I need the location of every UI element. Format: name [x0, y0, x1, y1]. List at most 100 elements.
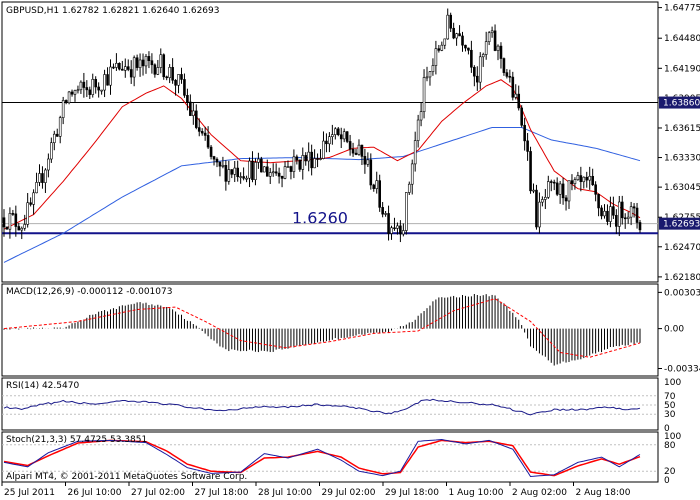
candle-body [549, 181, 553, 183]
candle-body [97, 86, 100, 91]
candle-body [615, 214, 618, 227]
candle-body [564, 197, 568, 202]
candle-body [407, 183, 411, 193]
candle-body [582, 176, 586, 183]
candle-body [260, 158, 263, 173]
candle-body [620, 201, 624, 219]
rsi-pane-frame [1, 377, 659, 431]
candle-body [221, 165, 225, 167]
candle-body [579, 175, 583, 183]
candle-body [413, 140, 417, 165]
price-y-tick-label: 1.63615 [664, 124, 700, 134]
x-axis-tick-label: 2 Aug 02:00 [512, 488, 567, 498]
x-axis-tick-label: 25 Jul 2011 [4, 488, 55, 498]
candle-body [446, 14, 450, 40]
candle-body [186, 95, 189, 103]
candle-body [517, 93, 521, 109]
candle-body [2, 217, 6, 228]
candle-body [573, 179, 577, 184]
fast-moving-average-line [3, 79, 641, 230]
candle-body [64, 100, 68, 104]
candle-body [434, 48, 438, 66]
candle-body [11, 213, 15, 215]
candle-body [215, 158, 219, 163]
candle-body [499, 45, 503, 59]
candle-body [248, 160, 251, 179]
candle-body [422, 77, 426, 113]
candle-body [227, 169, 231, 182]
candle-body [123, 66, 127, 71]
candle-body [115, 63, 118, 68]
candle-body [73, 90, 77, 95]
candle-body [224, 165, 228, 182]
candle-body [419, 111, 423, 121]
candle-body [251, 160, 254, 180]
candle-body [271, 171, 275, 174]
candle-body [511, 76, 515, 98]
candle-body [236, 167, 239, 178]
candle-body [502, 58, 506, 73]
current-price-tag [659, 217, 700, 230]
candle-body [295, 156, 299, 161]
candle-body [180, 74, 183, 80]
candle-body [348, 141, 352, 150]
candle-body [339, 134, 343, 140]
candle-body [233, 167, 237, 175]
candle-body [461, 35, 464, 46]
candle-body [467, 47, 470, 51]
rsi-y-tick-label: 30 [664, 410, 676, 420]
candle-body [138, 59, 142, 68]
candle-body [558, 183, 562, 195]
candle-body [552, 181, 556, 184]
candle-body [635, 207, 639, 223]
candle-body [632, 206, 636, 209]
candle-body [570, 180, 574, 184]
candle-body [283, 166, 287, 179]
candle-body [493, 30, 497, 51]
candle-body [541, 199, 544, 203]
candle-body [505, 72, 509, 77]
candle-body [230, 169, 234, 175]
candle-body [597, 193, 600, 209]
candle-body [268, 172, 272, 177]
candle-body [5, 226, 9, 230]
candle-body [150, 60, 154, 66]
candle-body [473, 66, 476, 77]
candle-body [147, 56, 151, 61]
candle-body [14, 213, 18, 227]
candle-body [603, 210, 606, 217]
price-y-tick-label: 1.62180 [664, 273, 700, 283]
candle-body [529, 151, 532, 192]
candle-body [325, 140, 328, 145]
candle-body [526, 140, 529, 152]
candle-body [61, 100, 65, 118]
candle-body [396, 225, 399, 229]
candle-body [257, 158, 260, 163]
candle-body [171, 67, 174, 81]
candle-body [532, 189, 535, 192]
candle-body [162, 54, 166, 78]
candle-body [263, 166, 266, 173]
candle-body [437, 48, 441, 51]
candle-body [44, 169, 47, 183]
rsi-y-tick-label: 70 [664, 392, 676, 402]
candle-body [29, 202, 32, 205]
candle-body [298, 159, 302, 170]
candle-body [280, 175, 284, 179]
candle-body [159, 54, 163, 68]
copyright-text: Alpari MT4, © 2001-2011 MetaQuotes Softw… [6, 472, 247, 482]
candle-body [70, 91, 74, 95]
price-y-tick-label: 1.62470 [664, 243, 700, 253]
candle-body [254, 162, 257, 180]
candle-body [58, 117, 62, 137]
candle-body [197, 127, 201, 132]
candle-body [378, 180, 381, 208]
candle-body [336, 128, 340, 136]
stoch-header: Stoch(21,3,3) 57.4725 53.3851 [6, 435, 147, 445]
candle-body [203, 132, 207, 136]
stoch-y-tick-label: 100 [664, 432, 681, 442]
candle-body [209, 146, 213, 157]
candle-body [20, 227, 24, 231]
macd-pane-frame [1, 283, 659, 377]
candle-body [41, 173, 44, 183]
